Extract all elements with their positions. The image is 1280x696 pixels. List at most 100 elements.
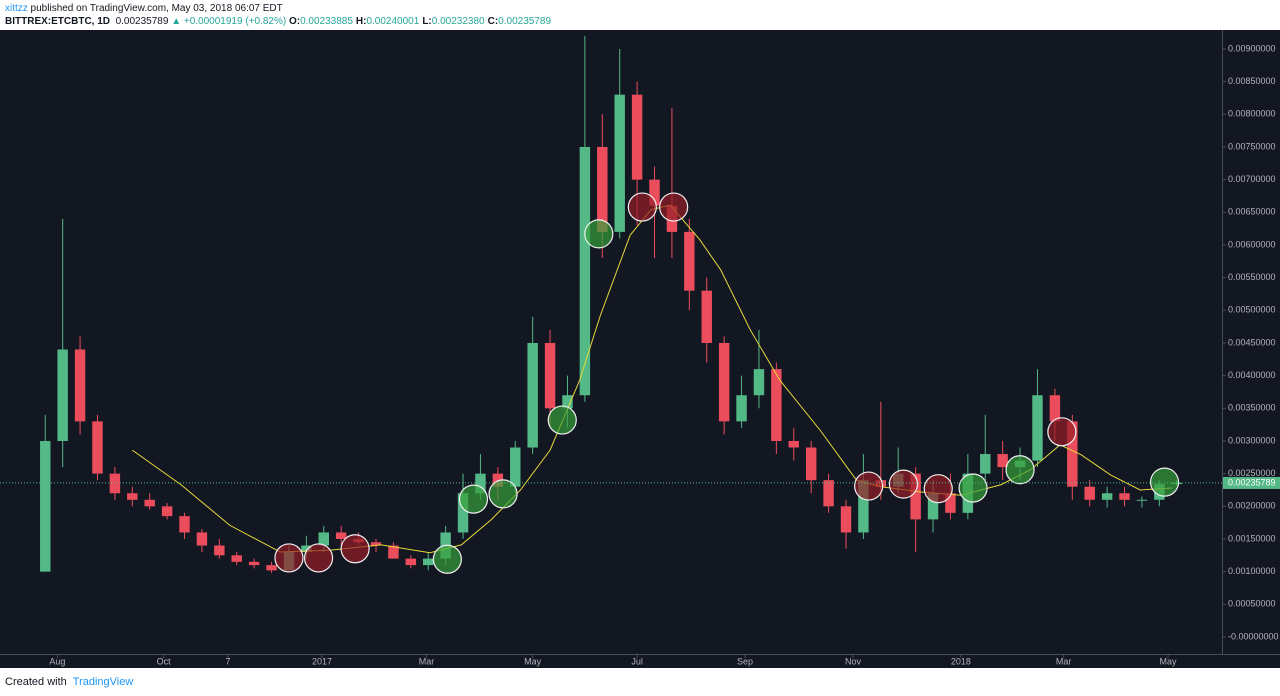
marker-green <box>958 473 988 503</box>
candle-body <box>423 558 434 566</box>
ohlc-key: C: <box>487 16 499 27</box>
marker-green <box>1149 467 1180 497</box>
x-tick-label: 2017 <box>312 656 332 666</box>
candle-body <box>1049 395 1061 422</box>
chart: 0.00900000 0.00850000 0.00800000 0.00750000… <box>0 30 1280 668</box>
ohlc-key: L: <box>422 16 432 27</box>
marker-red <box>340 534 370 564</box>
author[interactable]: xittzz <box>5 3 28 14</box>
candle-body <box>335 532 347 539</box>
candle-body <box>1032 395 1043 461</box>
created: Created with <box>5 676 67 688</box>
x-tick-label: Mar <box>1056 656 1072 666</box>
candle-body <box>388 545 399 559</box>
candle-body <box>614 94 625 232</box>
x-tick-label: Sep <box>737 656 753 666</box>
y-tick-label: 0.00300000 <box>1228 435 1276 445</box>
candle-body <box>718 342 730 422</box>
x-tick-label: Nov <box>845 656 862 666</box>
candle-body <box>771 369 782 441</box>
candle-body <box>457 493 469 533</box>
candle-body <box>562 395 573 409</box>
candle-body <box>1101 493 1113 500</box>
y-tick-label: 0.00350000 <box>1228 403 1276 413</box>
candle-body <box>492 473 504 487</box>
candle-body <box>788 440 799 448</box>
marker-red <box>627 192 657 222</box>
y-tick-label: 0.00400000 <box>1228 370 1276 380</box>
y-tick-label: 0.00850000 <box>1228 76 1276 86</box>
candle-body <box>266 565 277 571</box>
candle-body <box>927 493 939 520</box>
y-tick-label: 0.00100000 <box>1228 566 1276 576</box>
candle-body <box>823 480 834 507</box>
x-tick-label: May <box>524 656 542 666</box>
marker-red <box>303 543 334 573</box>
candle-body <box>1067 421 1078 487</box>
candle-body <box>214 545 225 556</box>
candle-body <box>370 542 382 546</box>
ohlc-value: 0.00233885 <box>300 16 353 27</box>
candle-body <box>753 369 765 396</box>
x-tick-label: Mar <box>419 656 435 666</box>
x-tick-label: Oct <box>157 656 172 666</box>
brand[interactable]: TradingView <box>72 676 134 688</box>
x-tick-label: 7 <box>226 656 231 666</box>
candle-body <box>1136 499 1148 501</box>
candle-body <box>1119 493 1130 500</box>
footer: Created with TradingView <box>0 668 1280 696</box>
symbol-line: BITTREX:ETCBTC, 1D 0.00235789 ▲ +0.00001… <box>5 15 1280 28</box>
symbol: BITTREX:ETCBTC, 1D <box>5 16 110 27</box>
y-tick-label: 0.00750000 <box>1228 141 1276 151</box>
marker-green <box>1005 455 1035 485</box>
candle-body <box>301 545 312 553</box>
candle-body <box>649 179 660 206</box>
y-tick-label: -0.00000000 <box>1228 631 1279 641</box>
candle-body <box>57 349 68 441</box>
ohlc-key: H: <box>355 16 367 27</box>
candle-body <box>475 473 486 494</box>
candle-body <box>40 440 51 572</box>
marker-green <box>432 544 462 574</box>
marker-red <box>923 474 953 504</box>
y-tick-label: 0.00900000 <box>1228 43 1276 53</box>
candle-body <box>997 454 1008 468</box>
ohlc: O:0.00233885 H:0.00240001 L:0.00232380 C:0.… <box>289 16 554 27</box>
y-tick-label: 0.00450000 <box>1228 337 1276 347</box>
y-tick-label: 0.00700000 <box>1228 174 1276 184</box>
change: ▲ +0.00001919 (+0.82%) <box>171 16 287 27</box>
candle-body <box>92 421 103 474</box>
marker-red <box>854 471 884 501</box>
ohlc-value: 0.00232380 <box>431 16 485 27</box>
candle-body <box>858 480 869 533</box>
candle-body <box>945 493 956 513</box>
y-tick-label: 0.00800000 <box>1228 109 1276 119</box>
candle-body <box>527 342 538 448</box>
y-tick-label: 0.00150000 <box>1228 533 1276 543</box>
y-tick-label: 0.00200000 <box>1228 501 1276 511</box>
candle-body <box>109 473 121 494</box>
candle-body <box>161 506 173 517</box>
marker-red <box>659 192 689 222</box>
candle-body <box>805 447 817 481</box>
y-tick-label: 0.00550000 <box>1228 272 1276 282</box>
candle-body <box>510 447 521 487</box>
candle-body <box>179 516 190 533</box>
candle-body <box>196 532 208 546</box>
ohlc-value: 0.00235789 <box>498 16 552 27</box>
last-price-label: 0.00235789 <box>1228 477 1276 487</box>
candle-body <box>631 94 643 180</box>
candle-body <box>736 395 747 422</box>
publish-line: xittzz published on TradingView.com, May… <box>5 0 1280 15</box>
y-tick-label: 0.00650000 <box>1228 207 1276 217</box>
candle-body <box>318 532 329 546</box>
candle-body <box>1084 486 1095 500</box>
last: 0.00235789 <box>115 16 169 27</box>
candle-body <box>980 454 991 474</box>
ohlc-value: 0.00240001 <box>366 16 420 27</box>
published: published on TradingView.com, May 03, 20… <box>27 3 283 14</box>
y-tick-label: 0.00050000 <box>1228 599 1276 609</box>
candle-body <box>248 561 260 566</box>
candle-body <box>579 146 591 396</box>
